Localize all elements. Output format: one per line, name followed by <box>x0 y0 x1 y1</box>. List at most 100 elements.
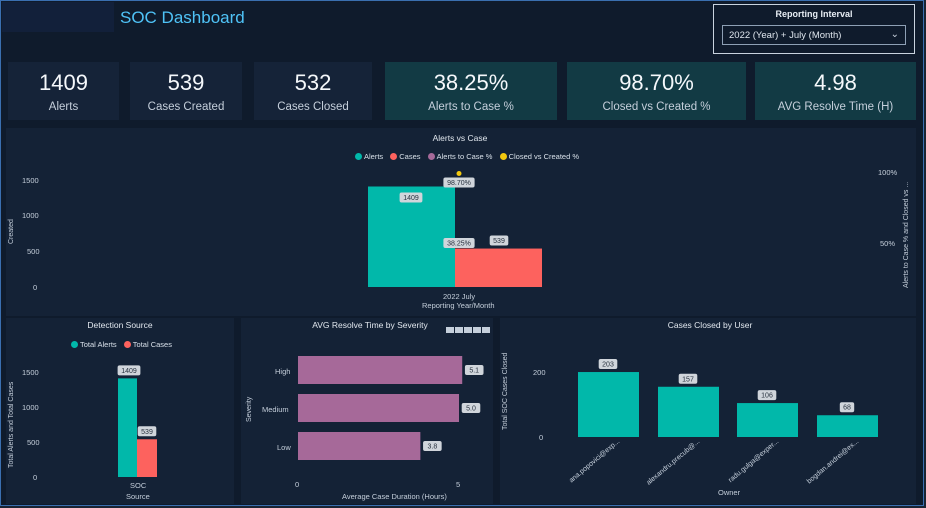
legend-dot <box>499 153 507 160</box>
data-label-user: 157 <box>682 376 694 383</box>
data-label-severity: 5.1 <box>469 368 479 375</box>
legend-label: Cases <box>399 152 421 161</box>
chart-title: Alerts vs Case <box>432 133 488 143</box>
y-tick: 0 <box>539 433 544 442</box>
more-options-icon[interactable] <box>482 327 490 333</box>
bar-severity <box>298 432 421 460</box>
data-label-total-cases: 539 <box>141 429 153 436</box>
y-tick: 1500 <box>22 368 39 377</box>
chart-title: Detection Source <box>87 320 153 330</box>
kpi-label: Cases Created <box>147 101 225 113</box>
x-tick: radu.gulga@exper... <box>727 438 780 484</box>
y-tick: 500 <box>27 247 40 256</box>
data-label-closed-vs-created: 98.70% <box>447 180 471 187</box>
kpi-alerts-to-case: 38.25% Alerts to Case % <box>385 62 557 120</box>
x-tick: 5 <box>456 480 461 489</box>
bar-user <box>658 386 719 437</box>
x-axis-label: Owner <box>718 488 741 497</box>
kpi-label: Alerts <box>48 101 79 113</box>
kpi-cases-closed: 532 Cases Closed <box>254 62 372 120</box>
data-label-user-bg <box>839 402 855 413</box>
chart-legend: Alerts Cases Alerts to Case % Closed vs … <box>350 152 579 161</box>
data-label-alerts-to-case-bg <box>443 238 475 249</box>
y-tick: High <box>275 367 291 376</box>
data-label-alerts-bg <box>399 192 423 203</box>
data-label-total-cases-bg <box>137 426 157 437</box>
kpi-value: 1409 <box>39 70 88 95</box>
data-label-user-bg <box>678 373 698 384</box>
y-tick: 0 <box>33 473 38 482</box>
data-label-total-alerts-bg <box>117 365 141 376</box>
data-label-closed-vs-created-bg <box>443 177 475 188</box>
data-label-user: 68 <box>843 405 851 412</box>
page-title: SOC Dashboard <box>120 8 245 27</box>
kpi-value: 539 <box>167 70 205 95</box>
legend-label: Closed vs Created % <box>508 152 580 161</box>
point-closed-vs-created <box>456 170 462 176</box>
kpi-closed-vs-created: 98.70% Closed vs Created % <box>567 62 746 120</box>
x-axis-label: Reporting Year/Month <box>422 301 495 310</box>
y2-tick: 100% <box>878 168 898 177</box>
chart-title: Cases Closed by User <box>667 320 753 330</box>
reporting-interval-dropdown[interactable]: 2022 (Year) + July (Month) ⌄ <box>722 25 906 45</box>
bar-alerts <box>368 186 455 287</box>
chart-title: AVG Resolve Time by Severity <box>312 320 428 330</box>
kpi-alerts: 1409 Alerts <box>8 62 119 120</box>
expand-icon[interactable] <box>464 327 472 333</box>
y-tick: 0 <box>33 283 38 292</box>
y-tick: 1000 <box>22 403 39 412</box>
data-label-user-bg <box>598 359 618 370</box>
data-label-alerts-to-case: 38.25% <box>447 241 471 248</box>
data-label-severity-bg <box>464 365 484 375</box>
x-tick: bogdan.andrei@ex... <box>806 438 860 485</box>
data-label-severity-bg <box>461 403 481 413</box>
logo-area <box>2 2 114 32</box>
legend-dot <box>390 153 398 160</box>
chevron-down-icon[interactable]: ⌄ <box>890 29 899 40</box>
x-tick: alexandru.precub@... <box>645 438 701 486</box>
drill-up-icon[interactable] <box>446 327 454 333</box>
kpi-value: 38.25% <box>433 70 509 95</box>
legend-dot <box>123 341 131 348</box>
legend-label: Total Alerts <box>80 340 117 349</box>
data-label-cases: 539 <box>493 238 505 245</box>
reporting-interval-value: 2022 (Year) + July (Month) <box>729 30 842 41</box>
drill-down-icon[interactable] <box>455 327 463 333</box>
x-axis-label: Source <box>126 492 150 501</box>
bar-severity <box>298 394 459 422</box>
x-tick: ana.popovici@exp... <box>568 438 621 484</box>
bar-user <box>817 415 878 437</box>
y-tick: 1500 <box>22 176 39 185</box>
legend-label: Alerts <box>364 152 384 161</box>
y2-tick: 50% <box>880 239 896 248</box>
data-label-alerts: 1409 <box>403 195 419 202</box>
focus-mode-icon[interactable] <box>473 327 481 333</box>
data-label-user-bg <box>757 390 777 401</box>
legend-label: Total Cases <box>132 340 172 349</box>
x-tick: 0 <box>295 480 300 489</box>
kpi-label: AVG Resolve Time (H) <box>777 101 894 113</box>
data-label-total-alerts: 1409 <box>121 368 137 375</box>
legend-dot <box>355 153 362 160</box>
x-axis-label: Average Case Duration (Hours) <box>342 492 447 501</box>
reporting-interval-slicer: Reporting Interval 2022 (Year) + July (M… <box>713 4 915 54</box>
bar-total-cases <box>137 439 157 477</box>
data-label-severity: 5.0 <box>466 406 476 413</box>
legend-label: Alerts to Case % <box>436 152 493 161</box>
x-tick: 2022 July <box>443 292 476 301</box>
bar-user <box>578 372 639 437</box>
legend-dot <box>427 153 435 160</box>
bar-severity <box>298 356 463 384</box>
kpi-avg-resolve-time: 4.98 AVG Resolve Time (H) <box>755 62 916 120</box>
kpi-value: 4.98 <box>814 70 857 95</box>
kpi-value: 98.70% <box>619 70 694 95</box>
y-tick: 1000 <box>22 211 39 220</box>
visual-header-buttons[interactable] <box>446 320 491 338</box>
kpi-cases-created: 539 Cases Created <box>130 62 242 120</box>
bar-user <box>737 403 798 437</box>
legend-dot <box>71 341 78 348</box>
